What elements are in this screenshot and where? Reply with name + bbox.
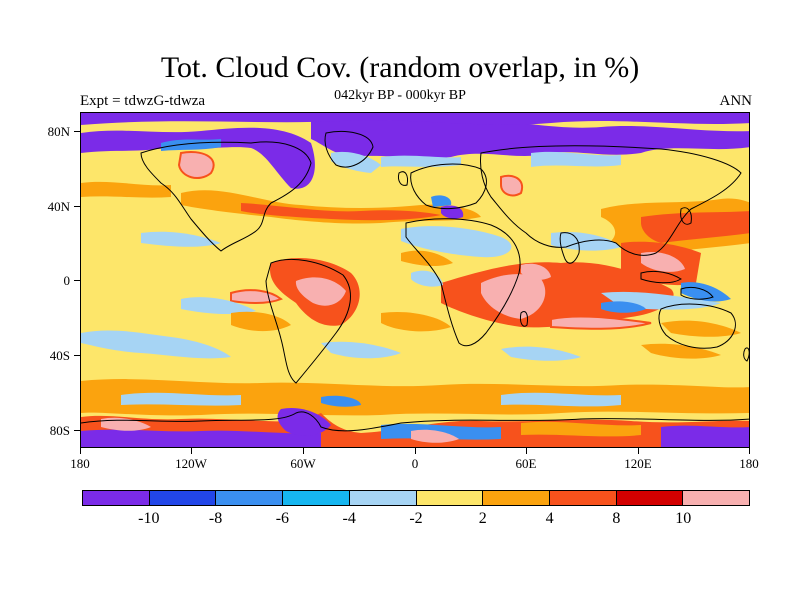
colorbar-label-2: -6 [275,510,290,527]
colorbar-box-5 [416,491,484,505]
colorbar-box-6 [483,491,550,505]
colorbar-label-5: 2 [478,510,487,527]
lat-label-80n: 80N [47,124,70,139]
lon-label-120w: 120W [175,456,207,471]
sahara-anomaly [401,226,512,258]
lat-label-40s: 40S [49,348,70,363]
lon-label-180w: 180 [70,456,90,471]
colorbar-label-6: 4 [545,510,554,527]
colorbar-label-1: -8 [208,510,223,527]
map-title: Tot. Cloud Cov. (random overlap, in %) [160,51,640,84]
season-label: ANN [719,93,753,109]
colorbar-box-0 [83,491,150,505]
colorbar-box-8 [616,491,684,505]
colorbar-box-4 [349,491,417,505]
arctic-anomaly-west [81,127,315,189]
colorbar-label-8: 10 [675,510,692,527]
colorbar-box-9 [683,491,750,505]
colorbar-label-4: -2 [409,510,423,527]
polar-cap [81,113,749,125]
lon-label-60w: 60W [290,456,316,471]
lon-label-0: 0 [411,456,419,471]
colorbar-label-7: 8 [612,510,621,527]
colorbar-box-3 [283,491,350,505]
colorbar-box-7 [549,491,617,505]
experiment-label: Expt = tdwzG-tdwza [80,93,206,109]
colorbar-box-1 [149,491,217,505]
colorbar-label-3: -4 [342,510,356,527]
colorbar [82,490,750,506]
lon-label-120e: 120E [624,456,652,471]
lat-label-40n: 40N [47,199,70,214]
map-subtitle: 042kyr BP - 000kyr BP [334,88,466,103]
colorbar-box-2 [216,491,284,505]
lon-label-180e: 180 [739,456,759,471]
colorbar-label-0: -10 [138,510,160,527]
coastlines [81,131,749,432]
lat-label-80s: 80S [49,423,70,438]
map-field [81,113,749,447]
lon-label-60e: 60E [515,456,537,471]
cloud-cover-map [80,112,750,448]
lat-label-0: 0 [63,273,71,288]
arctic-anomaly-east [311,118,749,159]
